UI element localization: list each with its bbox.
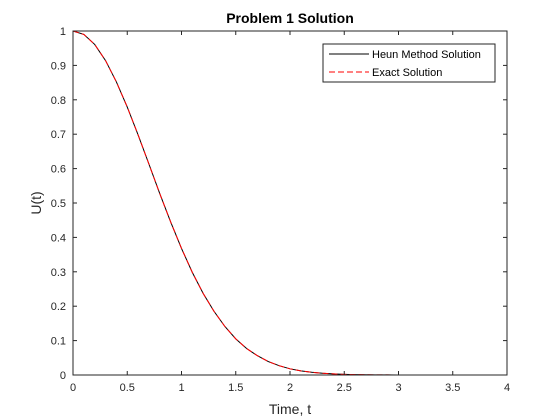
x-tick-label: 1 xyxy=(178,382,184,394)
legend-label-exact: Exact Solution xyxy=(372,67,442,79)
plot-area xyxy=(73,31,507,375)
x-tick-label: 3 xyxy=(395,382,401,394)
y-tick-label: 0.1 xyxy=(51,336,66,348)
y-tick-label: 0.9 xyxy=(51,60,66,72)
y-tick-label: 0.3 xyxy=(51,267,66,279)
legend-label-heun: Heun Method Solution xyxy=(372,49,481,61)
x-tick-label: 3.5 xyxy=(445,382,460,394)
y-tick-label: 0.8 xyxy=(51,95,66,107)
y-tick-label: 0 xyxy=(60,370,66,382)
y-tick-label: 0.5 xyxy=(51,198,66,210)
y-tick-label: 0.2 xyxy=(51,301,66,313)
y-axis-label: U(t) xyxy=(28,191,44,214)
x-tick-label: 2.5 xyxy=(337,382,352,394)
legend: Heun Method Solution Exact Solution xyxy=(322,43,496,83)
x-tick-label: 0.5 xyxy=(120,382,135,394)
x-tick-label: 0 xyxy=(70,382,76,394)
chart-title: Problem 1 Solution xyxy=(226,10,354,26)
y-tick-label: 0.4 xyxy=(51,232,66,244)
axes-box xyxy=(72,30,508,376)
ticks-layer: 0 0.5 1 1.5 2 2.5 3 3.5 4 0 0.1 0.2 0.3 0.4 0.5 0.6 0.7 0… xyxy=(51,26,510,394)
y-tick-label: 0.7 xyxy=(51,129,66,141)
x-tick-label: 2 xyxy=(287,382,293,394)
legend-box xyxy=(322,43,496,83)
x-tick-label: 1.5 xyxy=(228,382,243,394)
x-tick-label: 4 xyxy=(504,382,510,394)
y-tick-label: 0.6 xyxy=(51,164,66,176)
x-axis-label: Time, t xyxy=(269,401,311,417)
y-tick-label: 1 xyxy=(60,26,66,38)
